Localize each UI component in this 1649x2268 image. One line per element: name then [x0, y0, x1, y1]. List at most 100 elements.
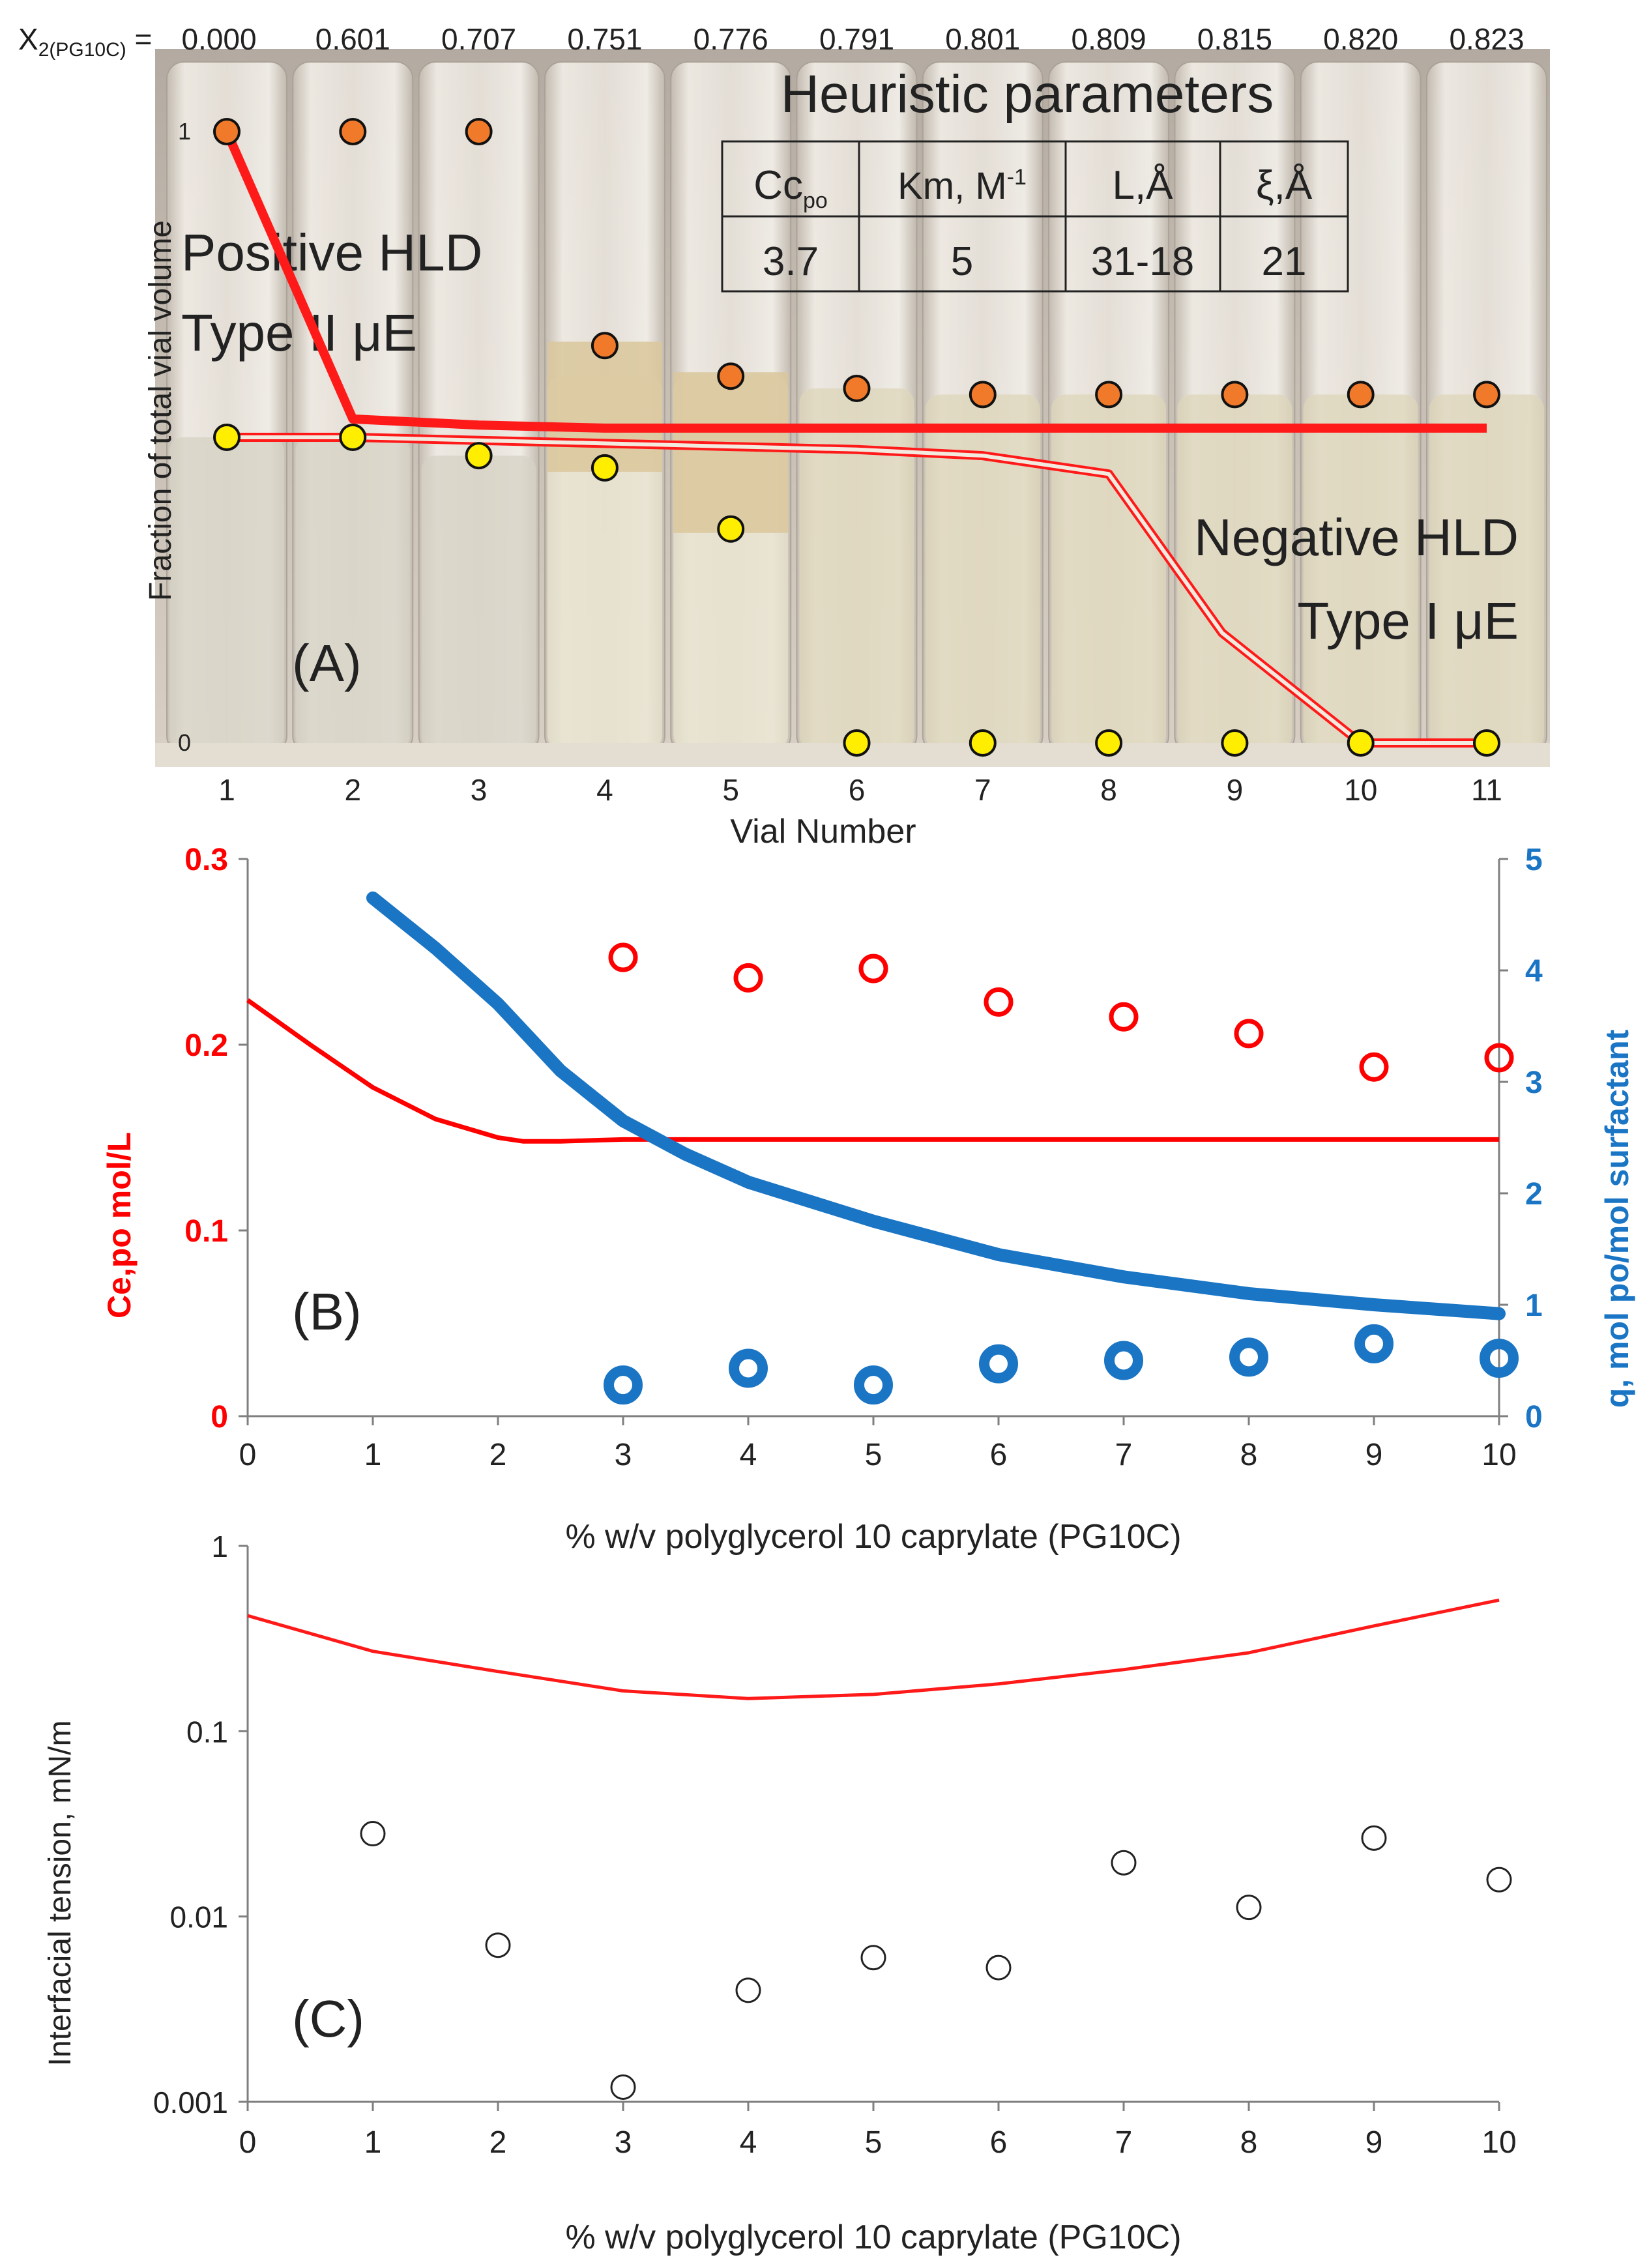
panel-c-xtick: 7 — [1115, 2125, 1133, 2160]
yellow-marker — [339, 424, 367, 451]
q-data-point — [854, 1365, 893, 1405]
yellow-marker — [591, 454, 619, 482]
panel-b-xlabel: % w/v polyglycerol 10 caprylate (PG10C) — [565, 1518, 1181, 1556]
panel-c-xtick: 4 — [740, 2125, 757, 2160]
vial-middle-phase-4 — [547, 342, 662, 472]
panel-b-xtick: 5 — [865, 1438, 883, 1472]
panel-b-ytick-right: 5 — [1525, 843, 1543, 877]
q-model-line — [366, 891, 1506, 1320]
ce-data-point — [1484, 1043, 1514, 1073]
panel-b-ylabel-right: q, mol po/mol surfactant — [1599, 1029, 1635, 1408]
vial-liquid-1 — [169, 437, 284, 749]
q-data-point — [979, 1344, 1018, 1384]
panel-a-xtick: 3 — [471, 773, 488, 807]
orange-marker — [843, 374, 871, 402]
top-axis-value: 0.601 — [315, 22, 390, 56]
panel-c-xtick: 8 — [1240, 2125, 1258, 2160]
orange-marker — [1095, 381, 1123, 409]
vial-liquid-3 — [421, 456, 536, 749]
q-data-point — [604, 1365, 643, 1405]
panel-c-ytick: 0.001 — [153, 2086, 228, 2119]
panel-b: 0 1 2 3 4 5 6 7 8 9 10 0 0.1 0.2 0.3 0 1 2 3 4 5 (B) Ce,po m… — [101, 843, 1635, 1556]
panel-a-xtick: 2 — [345, 773, 362, 807]
panel-c-ytick: 0.01 — [169, 1900, 228, 1934]
yellow-marker — [1095, 729, 1123, 757]
table-header-km: Km, M-1 — [897, 165, 1027, 207]
vial-liquid-7 — [925, 394, 1040, 749]
ce-data-point — [608, 942, 638, 972]
panel-b-xtick: 6 — [990, 1438, 1008, 1472]
orange-marker — [465, 118, 493, 145]
panel-c-axes: 0 1 2 3 4 5 6 7 8 9 10 0.001 0.01 0.1 1 — [153, 1530, 1517, 2160]
panel-label-b: (B) — [292, 1283, 362, 1341]
yellow-marker — [843, 729, 871, 757]
panel-b-xtick: 10 — [1481, 1438, 1516, 1472]
ift-data-point — [985, 1955, 1012, 1981]
ift-data-point — [485, 1932, 511, 1958]
ift-data-point — [1236, 1895, 1262, 1921]
panel-a-xlabel: Vial Number — [730, 813, 916, 850]
vials — [155, 61, 1550, 767]
table-header-l: L,Å — [1112, 163, 1173, 208]
panel-c-xtick: 1 — [364, 2125, 382, 2160]
panel-c-marks — [247, 1598, 1512, 2100]
ift-data-point — [1111, 1850, 1137, 1876]
yellow-marker — [1347, 729, 1375, 757]
top-axis-value: 0.000 — [181, 22, 256, 56]
top-axis-values: 0.000 0.601 0.707 0.751 0.776 0.791 0.801 0.809… — [181, 22, 1524, 56]
top-axis-value: 0.809 — [1072, 22, 1146, 56]
orange-marker — [1347, 381, 1375, 409]
panel-b-ytick-left: 0.3 — [184, 843, 228, 877]
table-value-l: 31-18 — [1091, 239, 1195, 284]
panel-c-xtick: 9 — [1365, 2125, 1383, 2160]
panel-label-a: (A) — [292, 634, 362, 692]
yellow-marker — [465, 442, 493, 470]
panel-a-xtick: 4 — [596, 773, 613, 807]
top-axis-value: 0.707 — [441, 22, 516, 56]
panel-c-xtick: 2 — [489, 2125, 507, 2160]
panel-c-ytick: 0.1 — [186, 1715, 228, 1749]
ift-data-point — [610, 2074, 636, 2100]
ift-data-point — [860, 1945, 886, 1971]
ift-data-point — [1361, 1825, 1387, 1851]
panel-b-ytick-left: 0.2 — [184, 1028, 228, 1063]
panel-b-xtick: 8 — [1240, 1438, 1258, 1472]
panel-b-ytick-left: 0 — [211, 1400, 228, 1434]
panel-c-xtick: 10 — [1481, 2125, 1516, 2160]
panel-c: 0 1 2 3 4 5 6 7 8 9 10 0.001 0.01 0.1 1 (C) Interfacia… — [43, 1530, 1517, 2256]
table-value-km: 5 — [951, 239, 973, 284]
panel-c-xtick: 3 — [615, 2125, 632, 2160]
panel-b-xtick: 7 — [1115, 1438, 1133, 1472]
ift-data-point — [360, 1821, 386, 1847]
q-data-point — [1104, 1341, 1143, 1380]
double-red-line-inner — [227, 435, 1487, 745]
yellow-marker — [213, 424, 241, 451]
panel-b-ytick-right: 2 — [1525, 1177, 1543, 1212]
panel-a-xtick: 1 — [218, 773, 235, 807]
table-header-xi: ξ,Å — [1256, 163, 1313, 208]
panel-b-xtick: 3 — [615, 1438, 632, 1472]
panel-label-c: (C) — [292, 1990, 364, 2048]
top-axis-value: 0.820 — [1323, 22, 1398, 56]
panel-c-ylabel: Interfacial tension, mN/m — [43, 1721, 78, 2067]
vial-liquid-10 — [1303, 394, 1418, 749]
panel-a-xtick: 11 — [1471, 773, 1502, 807]
vial-liquid-8 — [1051, 394, 1167, 749]
panel-b-ytick-right: 3 — [1525, 1066, 1543, 1100]
panel-b-xtick: 2 — [489, 1438, 507, 1472]
panel-a-ylabel: Fraction of total vial volume — [143, 220, 178, 601]
panel-b-ytick-right: 1 — [1525, 1288, 1543, 1323]
orange-marker — [1473, 381, 1500, 409]
panel-b-ytick-left: 0.1 — [184, 1214, 228, 1249]
panel-a-xtick: 9 — [1227, 773, 1244, 807]
top-axis-value: 0.791 — [819, 22, 894, 56]
top-axis-value: 0.776 — [693, 22, 768, 56]
ce-data-point — [984, 987, 1014, 1017]
ce-data-point — [858, 953, 888, 983]
yellow-marker — [1473, 729, 1500, 757]
table-value-cc: 3.7 — [763, 239, 819, 284]
table-value-xi: 21 — [1262, 239, 1307, 284]
annotation-positive-hld: Positive HLD — [181, 224, 482, 282]
panel-b-ytick-right: 0 — [1525, 1400, 1543, 1434]
